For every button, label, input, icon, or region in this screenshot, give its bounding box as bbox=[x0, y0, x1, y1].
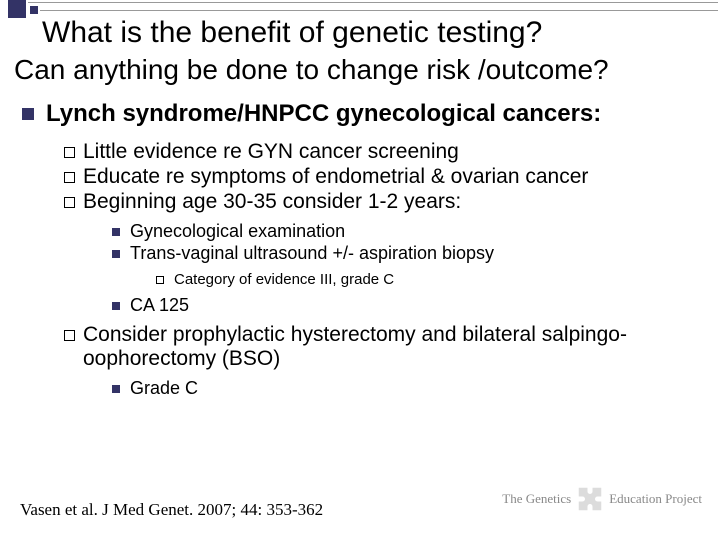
list-item: Consider prophylactic hysterectomy and b… bbox=[64, 323, 708, 371]
slide-title: What is the benefit of genetic testing? bbox=[42, 16, 542, 50]
open-square-bullet-icon bbox=[64, 330, 75, 341]
slide-subtitle: Can anything be done to change risk /out… bbox=[14, 54, 609, 86]
square-bullet-icon bbox=[22, 108, 34, 120]
list-item: Gynecological examination bbox=[112, 221, 708, 242]
footer-text-right: Education Project bbox=[609, 491, 702, 507]
slide-content: Lynch syndrome/HNPCC gynecological cance… bbox=[22, 100, 708, 400]
small-square-bullet-icon bbox=[112, 385, 120, 393]
footer-text-left: The Genetics bbox=[502, 491, 571, 507]
list-item: Beginning age 30-35 consider 1-2 years: bbox=[64, 190, 708, 214]
list-item: Category of evidence III, grade C bbox=[156, 271, 708, 288]
item-text: Educate re symptoms of endometrial & ova… bbox=[83, 165, 588, 189]
item-text: CA 125 bbox=[130, 295, 189, 316]
item-text: Consider prophylactic hysterectomy and b… bbox=[83, 323, 708, 371]
item-text: Beginning age 30-35 consider 1-2 years: bbox=[83, 190, 461, 214]
heading-text: Lynch syndrome/HNPCC gynecological cance… bbox=[46, 100, 601, 128]
slide-accent bbox=[0, 0, 720, 10]
list-item: Trans-vaginal ultrasound +/- aspiration … bbox=[112, 243, 708, 264]
small-square-bullet-icon bbox=[112, 302, 120, 310]
item-text: Little evidence re GYN cancer screening bbox=[83, 140, 459, 164]
open-square-bullet-icon bbox=[64, 197, 75, 208]
item-text: Category of evidence III, grade C bbox=[174, 271, 394, 288]
list-item: Grade C bbox=[112, 378, 708, 399]
small-square-bullet-icon bbox=[112, 228, 120, 236]
tiny-open-square-bullet-icon bbox=[156, 276, 164, 284]
open-square-bullet-icon bbox=[64, 172, 75, 183]
list-item: CA 125 bbox=[112, 295, 708, 316]
list-item: Little evidence re GYN cancer screening bbox=[64, 140, 708, 164]
item-text: Grade C bbox=[130, 378, 198, 399]
item-text: Trans-vaginal ultrasound +/- aspiration … bbox=[130, 243, 494, 264]
item-text: Gynecological examination bbox=[130, 221, 345, 242]
reference-citation: Vasen et al. J Med Genet. 2007; 44: 353-… bbox=[20, 500, 323, 520]
open-square-bullet-icon bbox=[64, 147, 75, 158]
puzzle-icon bbox=[575, 484, 605, 514]
list-item: Educate re symptoms of endometrial & ova… bbox=[64, 165, 708, 189]
footer-logo: The Genetics Education Project bbox=[502, 484, 702, 514]
list-item: Lynch syndrome/HNPCC gynecological cance… bbox=[22, 100, 708, 128]
small-square-bullet-icon bbox=[112, 250, 120, 258]
